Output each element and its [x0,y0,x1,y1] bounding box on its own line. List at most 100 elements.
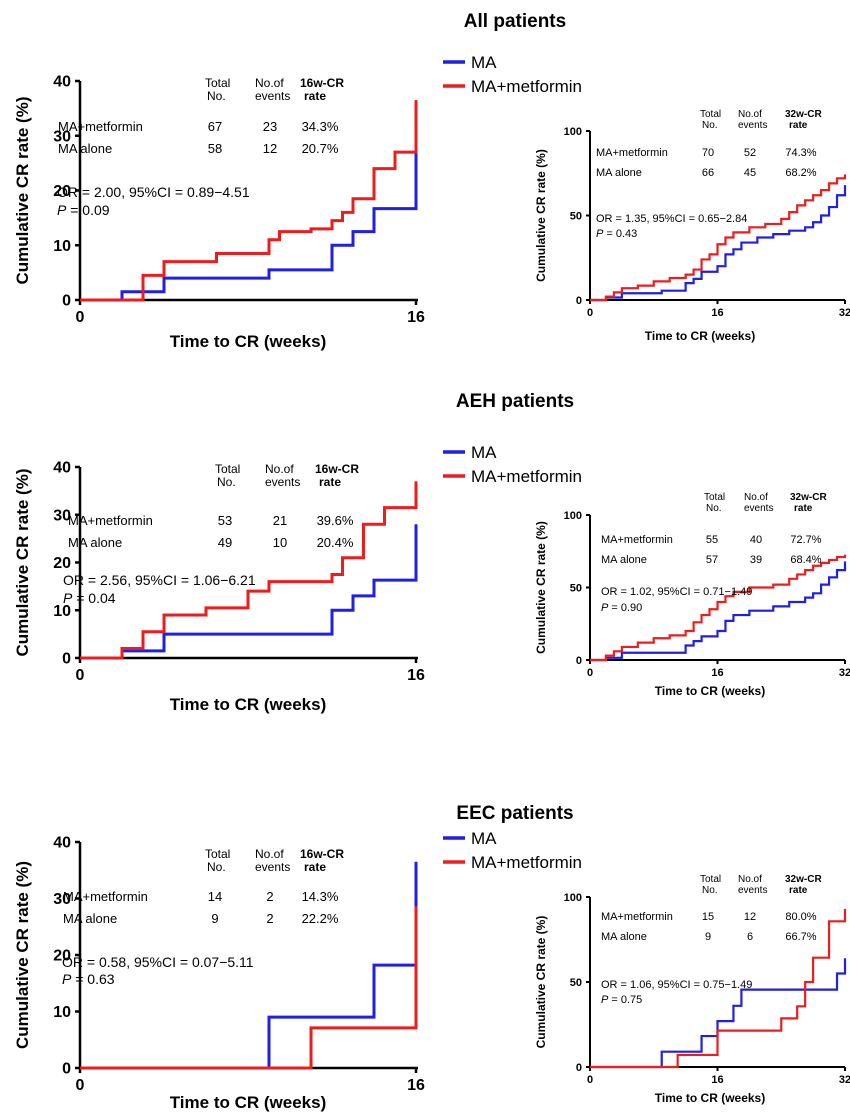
table-row-total: 53 [218,513,232,528]
table-row-total: 66 [702,167,714,179]
y-tick-label: 0 [62,1061,71,1078]
p-value-text: P = 0.04 [63,590,116,606]
table-row-events: 52 [744,147,756,159]
table-header-rate: rate [794,503,813,514]
table-row-events: 2 [266,911,273,926]
p-value-text: P = 0.75 [601,994,642,1006]
table-row-rate: 14.3% [302,889,339,904]
table-row-total: 49 [218,535,232,550]
odds-ratio-text: OR = 1.06, 95%CI = 0.75−1.49 [601,979,752,991]
panel-title: EEC patients [456,803,573,824]
panel-title: All patients [464,11,566,32]
table-header-rate: rate [304,860,326,874]
y-tick-label: 50 [570,977,582,989]
table-header-events: events [738,120,767,131]
y-tick-label: 0 [62,293,71,310]
table-header-total: No. [207,860,226,874]
table-row-total: 9 [211,911,218,926]
x-tick-label: 16 [407,667,425,684]
p-value: = 0.43 [603,228,637,240]
table-row-events: 21 [273,513,287,528]
y-tick-label: 30 [53,507,71,524]
y-tick-label: 0 [62,651,71,668]
x-tick-label: 16 [711,667,723,679]
table-row-label: MA alone [58,141,112,156]
table-row-rate: 20.4% [317,535,354,550]
table-header-rate: 16w-CR [300,76,344,90]
table-header-events: No.of [255,847,284,861]
table-row-label: MA alone [68,535,122,550]
table-header-events: events [738,885,767,896]
table-header-total: No. [702,885,718,896]
table-row-rate: 72.7% [790,534,821,546]
y-tick-label: 10 [53,238,71,255]
x-axis-title: Time to CR (weeks) [170,1093,327,1112]
table-header-total: Total [215,462,240,476]
table-row-label: MA+metformin [68,513,153,528]
p-value-text: P = 0.90 [601,602,642,614]
y-tick-label: 40 [53,460,71,477]
chart-1-left: 0 10 20 30 40 0 16 Time to CR (weeks) Cumulative… [13,460,425,714]
table-row-label: MA+metformin [601,911,673,923]
legend-label: MA [471,829,497,848]
table-row-rate: 80.0% [785,911,816,923]
series-line-ma-metformin [590,908,847,1069]
x-tick-label: 16 [711,1074,723,1086]
table-row-rate: 20.7% [302,141,339,156]
series-line-ma [590,185,847,302]
p-value: = 0.63 [71,971,114,987]
table-header-events: events [744,503,773,514]
chart-0-right: 0 50 100 0 16 32 Time to CR (weeks) Cumulative … [534,109,850,343]
p-symbol: P [601,602,609,614]
y-tick-label: 100 [564,892,582,904]
table-row-events: 23 [263,119,277,134]
p-symbol: P [601,994,609,1006]
table-row-rate: 66.7% [785,931,816,943]
y-tick-label: 100 [564,510,582,522]
table-row-events: 45 [744,167,756,179]
table-row-label: MA+metformin [58,119,143,134]
table-row-total: 57 [706,554,718,566]
table-header-total: No. [706,503,722,514]
table-header-total: Total [700,109,721,120]
odds-ratio-text: OR = 2.00, 95%CI = 0.89−4.51 [57,184,250,200]
table-header-events: events [255,860,290,874]
legend-label: MA+metformin [471,853,582,872]
odds-ratio-text: OR = 1.02, 95%CI = 0.71−1.49 [601,586,752,598]
panel-title: AEH patients [456,391,574,412]
chart-2-left: 0 10 20 30 40 0 16 Time to CR (weeks) Cumulative… [13,835,425,1112]
table-header-events: events [255,89,290,103]
p-value: = 0.90 [608,602,642,614]
x-tick-label: 32 [839,667,850,679]
table-row-rate: 34.3% [302,119,339,134]
y-tick-label: 40 [53,74,71,91]
y-tick-label: 20 [53,183,71,200]
table-row-label: MA alone [596,167,642,179]
table-row-label: MA alone [601,931,647,943]
legend-label: MA+metformin [471,467,582,486]
y-axis-title: Cumulative CR rate (%) [13,469,32,657]
table-header-total: No. [217,475,236,489]
chart-0-left: 0 10 20 30 40 0 16 Time to CR (weeks) Cumulative… [13,74,425,351]
y-tick-label: 20 [53,555,71,572]
table-row-rate: 68.4% [790,554,821,566]
table-header-events: No.of [744,492,768,503]
x-tick-label: 16 [407,309,425,326]
chart-2-right: 0 50 100 0 16 32 Time to CR (weeks) Cumulative … [534,874,850,1105]
table-header-rate: rate [319,475,341,489]
x-tick-label: 0 [587,1074,593,1086]
y-tick-label: 0 [576,295,582,307]
x-tick-label: 32 [839,1074,850,1086]
table-row-rate: 74.3% [785,147,816,159]
series-line-ma [590,958,847,1069]
table-row-total: 67 [208,119,222,134]
legend-label: MA [471,443,497,462]
y-tick-label: 20 [53,948,71,965]
x-axis-title: Time to CR (weeks) [645,329,755,343]
table-header-total: No. [702,120,718,131]
table-row-total: 15 [702,911,714,923]
table-row-events: 12 [744,911,756,923]
x-tick-label: 16 [711,307,723,319]
table-header-events: No.of [255,76,284,90]
table-row-label: MA+metformin [596,147,668,159]
